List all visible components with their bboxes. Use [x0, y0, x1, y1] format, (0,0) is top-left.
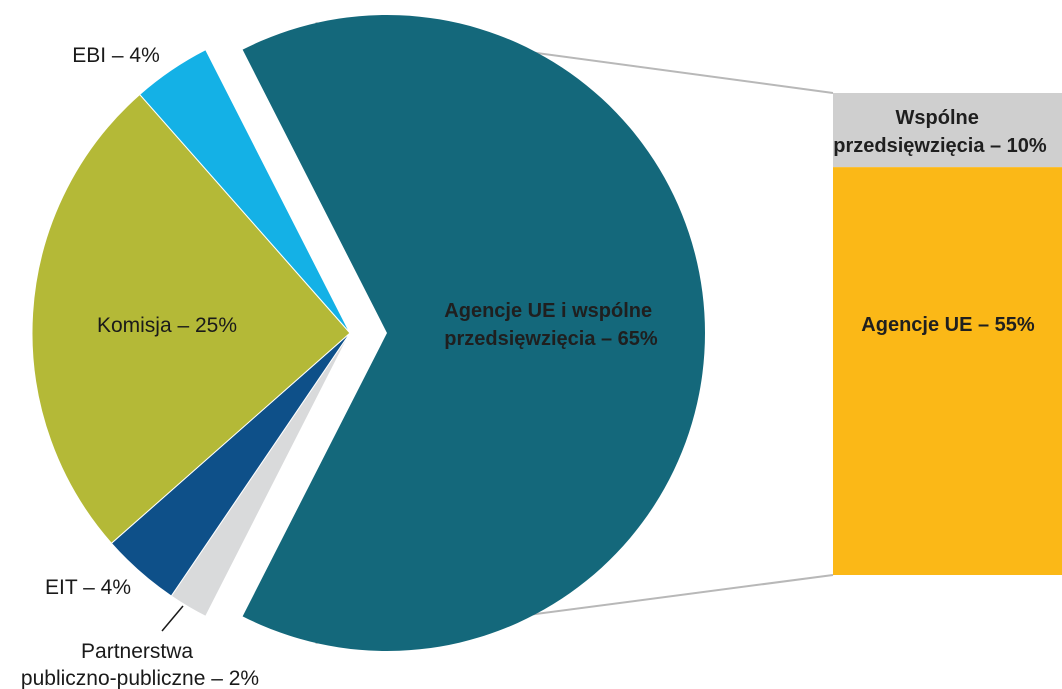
pie-small-slices	[31, 48, 351, 618]
label-wspolne-przedsiewziecia: Wspólne przedsięwzięcia – 10%	[833, 107, 1047, 157]
label-partnerstwa: Partnerstwa publiczno-publiczne – 2%	[21, 640, 259, 689]
slice-agencje-ue-i-wspolne-przedsiewziecia	[242, 15, 705, 652]
label-agencje-i-wspolne: Agencje UE i wspólne przedsięwzięcia – 6…	[444, 300, 658, 350]
pie-exploded-slice	[242, 15, 705, 652]
slice-komisja	[31, 93, 351, 545]
label-ebi: EBI – 4%	[72, 44, 160, 67]
label-komisja: Komisja – 25%	[97, 314, 237, 337]
breakdown-bar	[833, 93, 1062, 575]
label-eit: EIT – 4%	[45, 576, 131, 599]
label-agencje-ue: Agencje UE – 55%	[861, 314, 1035, 336]
slice-ebi	[138, 48, 351, 334]
bar-segment-wspolne-przedsiewziecia	[833, 93, 1062, 168]
bar-segment-agencje-ue	[833, 167, 1062, 575]
leader-line-partnerstwa	[161, 605, 184, 632]
